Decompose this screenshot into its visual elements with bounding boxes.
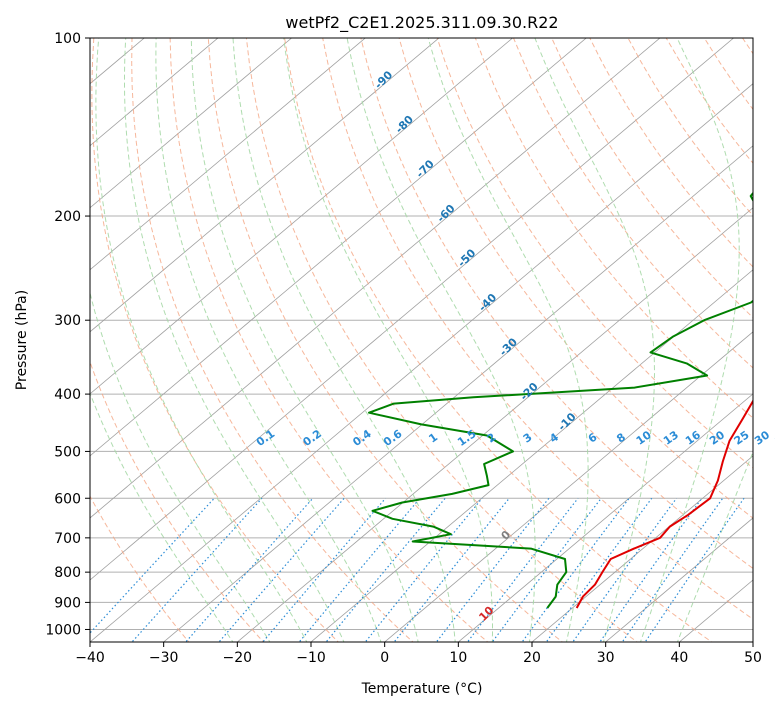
isotherm-label: -90: [372, 68, 395, 91]
x-tick-label: 40: [670, 650, 688, 666]
isotherm-label: -60: [434, 202, 457, 225]
grid-layer: [0, 25, 775, 645]
mixing-ratio-label: 16: [683, 428, 703, 448]
isotherm-line: [0, 25, 86, 645]
x-tick-label: 20: [523, 650, 541, 666]
moist-adiabat-line: [44, 25, 234, 645]
isotherm-line: [750, 25, 775, 645]
dry-adiabat-line: [246, 38, 640, 644]
mixing-ratio-line: [324, 498, 445, 644]
mixing-ratio-line: [491, 498, 602, 644]
mixing-ratio-line: [130, 498, 262, 644]
y-tick-label: 500: [54, 444, 81, 460]
mixing-ratio-label: 2: [485, 431, 499, 446]
y-tick-label: 700: [54, 531, 81, 547]
y-tick-label: 800: [54, 565, 81, 581]
x-axis-label: Temperature (°C): [361, 681, 483, 697]
mixing-ratio-label: 8: [614, 431, 628, 446]
mixing-ratio-label: 0.2: [301, 427, 324, 449]
mixing-ratio-label: 0.4: [350, 427, 374, 449]
dry-adiabat-line: [285, 38, 716, 644]
mixing-ratio-line: [363, 498, 482, 644]
mixing-ratio-label: 20: [707, 428, 727, 448]
series-layer: [369, 38, 775, 608]
isotherm-line: [382, 25, 775, 645]
y-tick-label: 900: [54, 595, 81, 611]
temperature-profile-line: [577, 38, 775, 608]
isotherm-line: [234, 25, 775, 645]
y-tick-label: 1000: [45, 622, 81, 638]
mixing-ratio-line: [435, 498, 549, 644]
mixing-ratio-label: 30: [752, 428, 772, 448]
isotherm-label: -80: [393, 113, 416, 136]
x-tick-label: −30: [149, 650, 179, 666]
y-tick-label: 200: [54, 209, 81, 225]
y-tick-label: 300: [54, 313, 81, 329]
isotherm-label: -40: [476, 291, 499, 314]
isotherm-label: -50: [455, 246, 478, 269]
isotherm-line: [0, 25, 13, 645]
dry-adiabat-line: [51, 38, 266, 644]
isotherm-label: 10: [476, 604, 496, 624]
isotherm-label: -70: [414, 157, 437, 180]
dry-adiabat-line: [8, 38, 191, 644]
x-tick-label: 0: [380, 650, 389, 666]
dry-adiabat-line: [666, 38, 775, 644]
y-tick-label: 600: [54, 491, 81, 507]
y-tick-label: 400: [54, 387, 81, 403]
mixing-ratio-label: 0.6: [381, 427, 405, 449]
isotherm-line: [455, 25, 775, 645]
mixing-ratio-line: [466, 498, 578, 644]
y-axis-label: Pressure (hPa): [14, 290, 30, 390]
isotherm-line: [676, 25, 775, 645]
mixing-ratio-line: [184, 498, 313, 644]
isotherm-label: -30: [497, 335, 520, 358]
isotherm-line: [0, 25, 307, 645]
dry-adiabat-line: [704, 38, 775, 644]
dry-adiabat-line: [743, 38, 775, 644]
mixing-ratio-line: [217, 498, 344, 644]
moist-adiabat-line: [96, 25, 308, 645]
mixing-ratio-line: [598, 498, 702, 644]
mixing-ratio-label: 1: [426, 431, 440, 446]
moist-adiabat-line: [676, 25, 775, 645]
x-tick-label: 50: [744, 650, 762, 666]
x-tick-label: −10: [296, 650, 326, 666]
moist-adiabat-line: [425, 25, 588, 645]
isotherm-label: -10: [555, 410, 578, 433]
mixing-ratio-line: [621, 498, 723, 644]
mixing-ratio-line: [644, 498, 745, 644]
dry-adiabat-line: [514, 38, 775, 644]
mixing-ratio-label: 13: [661, 428, 681, 447]
chart-title: wetPf2_C2E1.2025.311.09.30.R22: [285, 13, 558, 33]
mixing-ratio-label: 0.1: [254, 427, 277, 449]
dewpoint-profile-line: [369, 38, 775, 608]
isotherm-label: -20: [518, 380, 541, 403]
dry-adiabat-line: [590, 38, 775, 644]
y-tick-label: 100: [54, 31, 81, 47]
isotherm-line: [0, 25, 234, 645]
mixing-ratio-line: [520, 498, 629, 644]
x-tick-label: 30: [597, 650, 615, 666]
moist-adiabat-line: [69, 25, 271, 645]
moist-adiabat-line: [530, 25, 655, 645]
moist-adiabat-line: [125, 25, 345, 645]
isotherm-line: [0, 25, 381, 645]
mixing-ratio-label: 3: [521, 431, 535, 446]
mixing-ratio-line: [571, 498, 676, 644]
x-tick-label: 10: [449, 650, 467, 666]
moist-adiabat-line: [640, 25, 740, 645]
isotherm-line: [0, 25, 455, 645]
x-tick-label: −20: [223, 650, 253, 666]
moist-adiabat-line: [345, 25, 536, 645]
moist-adiabat-line: [191, 25, 418, 645]
x-tick-label: −40: [75, 650, 105, 666]
